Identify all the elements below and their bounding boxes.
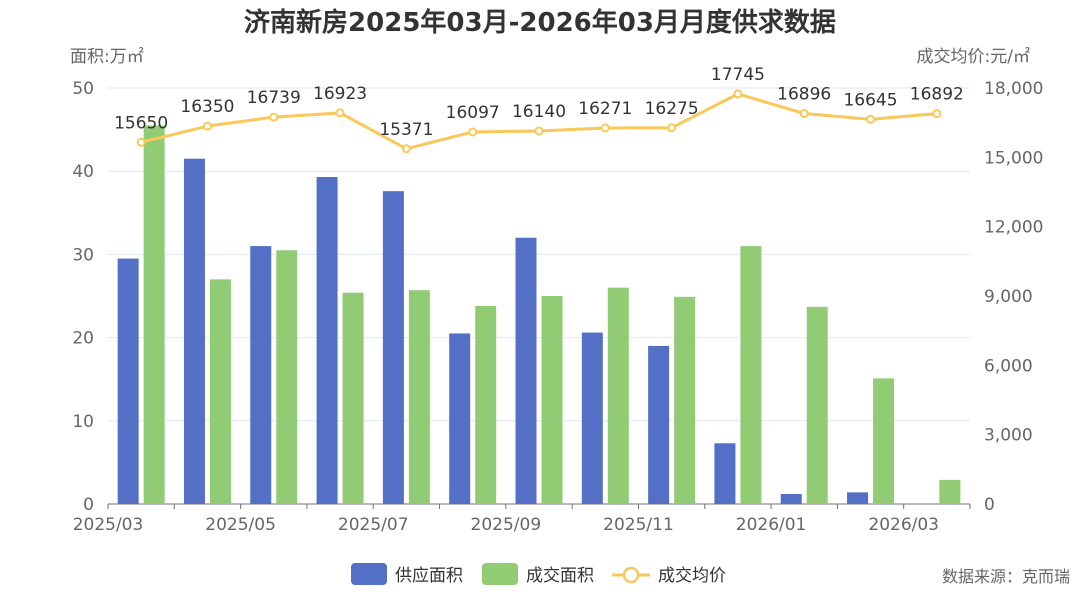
- price-point: [468, 127, 478, 137]
- y-right-axis-title: 成交均价:元/㎡: [917, 47, 1030, 67]
- price-data-label: 15650: [114, 113, 168, 133]
- y-left-tick-label: 10: [72, 412, 94, 432]
- legend-label-price: 成交均价: [658, 566, 726, 586]
- y-right-tick-label: 18,000: [984, 79, 1043, 99]
- data-source: 数据来源：克而瑞: [942, 567, 1070, 586]
- y-left-tick-label: 20: [72, 329, 94, 349]
- price-point: [866, 114, 876, 124]
- supply-bar: [316, 177, 338, 505]
- price-data-label: 16097: [446, 103, 500, 123]
- supply-bar: [515, 237, 537, 504]
- price-point: [335, 108, 345, 118]
- supply-bar: [183, 158, 205, 504]
- y-right-tick-label: 3,000: [984, 426, 1033, 446]
- x-tick-label: 2026/01: [736, 515, 807, 535]
- price-data-label: 16271: [578, 99, 632, 119]
- deal-bar: [475, 305, 497, 504]
- price-point: [401, 144, 411, 154]
- legend-label-supply: 供应面积: [395, 566, 463, 586]
- x-tick-label: 2025/05: [205, 515, 276, 535]
- deal-bar: [873, 378, 895, 504]
- deal-bar: [408, 290, 430, 504]
- chart-title: 济南新房2025年03月-2026年03月月度供求数据: [244, 8, 836, 38]
- price-point: [932, 109, 942, 119]
- supply-bar: [250, 246, 272, 504]
- supply-bar: [449, 333, 471, 504]
- price-data-label: 17745: [711, 65, 765, 85]
- price-data-label: 16892: [910, 85, 964, 105]
- legend-label-deal: 成交面积: [526, 566, 594, 586]
- price-data-label: 16923: [313, 84, 367, 104]
- x-tick-label: 2025/11: [603, 515, 674, 535]
- price-point: [202, 121, 212, 131]
- price-data-label: 16275: [645, 99, 699, 119]
- price-data-label: 16896: [777, 85, 831, 105]
- price-point: [667, 123, 677, 133]
- legend-swatch-supply: [351, 563, 387, 585]
- x-tick-label: 2025/03: [73, 515, 144, 535]
- price-point: [600, 123, 610, 133]
- price-point: [733, 89, 743, 99]
- price-data-label: 16140: [512, 102, 566, 122]
- y-left-tick-label: 40: [72, 162, 94, 182]
- y-right-tick-label: 0: [984, 495, 995, 515]
- deal-bar: [939, 479, 961, 504]
- price-point: [136, 137, 146, 147]
- legend-swatch-price-marker: [622, 566, 640, 584]
- y-left-tick-label: 30: [72, 245, 94, 265]
- deal-bar: [541, 296, 563, 504]
- supply-bar: [847, 492, 869, 504]
- y-left-tick-label: 0: [83, 495, 94, 515]
- x-tick-label: 2025/07: [338, 515, 409, 535]
- deal-bar: [276, 250, 298, 504]
- supply-bar: [714, 443, 736, 504]
- deal-bar: [607, 287, 629, 504]
- deal-bar: [209, 279, 231, 504]
- x-tick-label: 2026/03: [868, 515, 939, 535]
- price-point: [534, 126, 544, 136]
- y-right-tick-label: 9,000: [984, 287, 1033, 307]
- deal-bar: [674, 296, 696, 504]
- deal-bar: [740, 246, 762, 504]
- price-point: [269, 112, 279, 122]
- deal-bar: [806, 306, 828, 504]
- supply-bar: [382, 191, 404, 504]
- price-point: [799, 109, 809, 119]
- price-data-label: 16739: [247, 88, 301, 108]
- deal-bar: [342, 292, 364, 504]
- y-left-tick-label: 50: [72, 79, 94, 99]
- price-data-label: 16350: [180, 97, 234, 117]
- price-data-label: 15371: [379, 120, 433, 140]
- x-tick-label: 2025/09: [471, 515, 542, 535]
- y-left-axis-title: 面积:万㎡: [70, 47, 144, 67]
- supply-bar: [780, 494, 802, 504]
- supply-bar: [117, 258, 139, 504]
- y-right-tick-label: 12,000: [984, 218, 1043, 238]
- deal-bar: [143, 125, 165, 504]
- y-right-tick-label: 15,000: [984, 148, 1043, 168]
- supply-bar: [648, 345, 670, 504]
- y-right-tick-label: 6,000: [984, 356, 1033, 376]
- supply-bar: [581, 332, 603, 504]
- price-data-label: 16645: [843, 90, 897, 110]
- legend-swatch-deal: [482, 563, 518, 585]
